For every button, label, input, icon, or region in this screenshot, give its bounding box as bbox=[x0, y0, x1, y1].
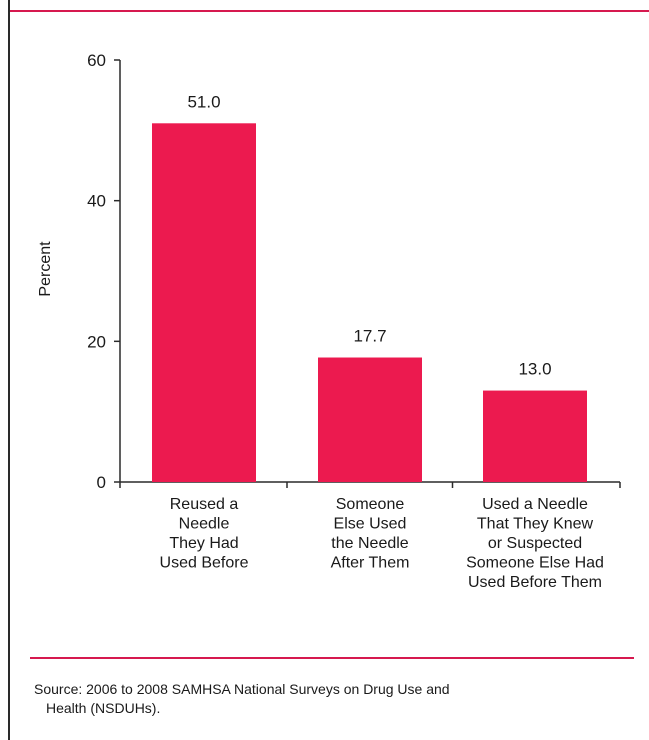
bar-value-label: 17.7 bbox=[353, 327, 386, 346]
left-border-line bbox=[8, 0, 10, 740]
y-axis-title: Percent bbox=[37, 241, 54, 297]
top-divider bbox=[10, 10, 649, 12]
x-category-label-line: Else Used bbox=[334, 516, 407, 533]
source-line-1: Source: 2006 to 2008 SAMHSA National Sur… bbox=[34, 681, 450, 697]
chart-labels: 0 20 40 60 Percent 51.0 Reused a Needle They Had… bbox=[37, 51, 604, 591]
x-category-label: Reused a Needle They Had Used Before bbox=[160, 496, 249, 572]
x-category-label-line: the Needle bbox=[331, 535, 408, 552]
x-category-label-line: Needle bbox=[179, 516, 230, 533]
y-tick-label: 20 bbox=[87, 332, 106, 351]
x-category-label-line: Someone bbox=[336, 496, 405, 513]
x-category-label-line: Used a Needle bbox=[482, 496, 588, 513]
source-note: Source: 2006 to 2008 SAMHSA National Sur… bbox=[34, 680, 634, 718]
x-category-label-line: That They Knew bbox=[477, 516, 594, 533]
bar bbox=[318, 357, 422, 482]
bar-chart: 0 20 40 60 Percent 51.0 Reused a Needle They Had… bbox=[37, 51, 621, 591]
x-category-label: Used a Needle That They Knew or Suspected S… bbox=[466, 496, 604, 591]
bottom-divider bbox=[30, 657, 634, 659]
bar-value-label: 51.0 bbox=[187, 92, 220, 111]
bar bbox=[483, 390, 587, 482]
x-category-label-line: After Them bbox=[331, 555, 410, 572]
y-tick-label: 40 bbox=[87, 192, 106, 211]
y-tick-label: 0 bbox=[97, 473, 106, 492]
x-category-label-line: Used Before bbox=[160, 555, 249, 572]
x-category-label-line: or Suspected bbox=[488, 535, 582, 552]
chart-bars bbox=[152, 123, 587, 483]
x-category-label-line: Reused a bbox=[170, 496, 239, 513]
x-category-label-line: Used Before Them bbox=[468, 574, 602, 591]
x-category-label-line: Someone Else Had bbox=[466, 555, 604, 572]
bar bbox=[152, 123, 256, 483]
source-line-2: Health (NSDUHs). bbox=[46, 700, 161, 716]
bar-value-label: 13.0 bbox=[518, 360, 551, 379]
y-tick-label: 60 bbox=[87, 51, 106, 70]
x-category-label: Someone Else Used the Needle After Them bbox=[331, 496, 410, 572]
x-category-label-line: They Had bbox=[169, 535, 238, 552]
